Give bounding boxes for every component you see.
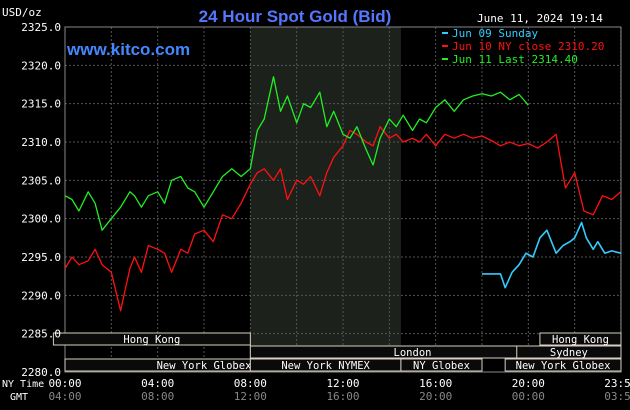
session-label: London <box>394 347 432 359</box>
x-tick-label-ny: 00:00 <box>48 377 81 390</box>
x-tick-label-ny: 04:00 <box>141 377 174 390</box>
legend-swatch <box>442 58 448 60</box>
y-tick-label: 2310.0 <box>21 136 61 149</box>
x-tick-label-ny: 16:00 <box>419 377 452 390</box>
session-label: New York Globex <box>516 360 611 372</box>
x-tick-label-ny: 20:00 <box>512 377 545 390</box>
series-layer <box>64 76 622 312</box>
session-label: Hong Kong <box>552 334 609 346</box>
legend-item: Jun 09 Sunday <box>442 27 538 40</box>
session-label: Sydney <box>550 347 588 359</box>
x-tick-label-gmt: 03:59 <box>604 390 630 403</box>
x-tick-label-gmt: 04:00 <box>48 390 81 403</box>
legend-swatch <box>442 32 448 34</box>
chart-title: 24 Hour Spot Gold (Bid) <box>199 7 392 26</box>
y-tick-label: 2280.0 <box>21 366 61 379</box>
session-bar <box>400 358 483 372</box>
series-line-2 <box>64 126 622 312</box>
session-bar <box>52 332 251 346</box>
x-tick-label-gmt: 08:00 <box>141 390 174 403</box>
legend-swatch <box>442 45 448 47</box>
y-axis-unit-label: USD/oz <box>2 6 42 19</box>
session-label: Hong Kong <box>123 334 180 346</box>
y-tick-label: 2285.0 <box>21 328 61 341</box>
x-tick-label-gmt: 16:00 <box>326 390 359 403</box>
session-label: New York Globex <box>157 360 252 372</box>
x-tick-label-ny: 23:59 <box>604 377 630 390</box>
y-tick-label: 2290.0 <box>21 289 61 302</box>
market-sessions-layer: Hong Kong London New York Globex New York N… <box>52 332 622 372</box>
legend-label: Jun 09 Sunday <box>452 27 538 40</box>
y-tick-label: 2315.0 <box>21 98 61 111</box>
axis-layer: 2280.0 2285.0 2290.0 2295.0 2300.0 2305.0 2310… <box>21 21 630 403</box>
series-line-3 <box>64 76 529 231</box>
legend-label: Jun 11 Last 2314.40 <box>452 53 578 66</box>
site-watermark: www.kitco.com <box>66 40 190 59</box>
legend-item: Jun 11 Last 2314.40 <box>442 53 578 66</box>
x-tick-label-ny: 12:00 <box>326 377 359 390</box>
x-tick-label-gmt: 12:00 <box>234 390 267 403</box>
legend-item: Jun 10 NY close 2310.20 <box>442 40 604 53</box>
y-tick-label: 2320.0 <box>21 59 61 72</box>
legend: Jun 09 Sunday Jun 10 NY close 2310.20 Ju… <box>442 27 604 66</box>
legend-label: Jun 10 NY close 2310.20 <box>452 40 604 53</box>
grid-layer <box>64 26 622 373</box>
x-tick-label-ny: 08:00 <box>234 377 267 390</box>
chart-timestamp: June 11, 2024 19:14 <box>477 12 603 25</box>
session-bar <box>504 358 622 372</box>
session-label: New York NYMEX <box>281 360 370 372</box>
plot-frame <box>64 26 622 373</box>
series-line-1 <box>482 221 621 289</box>
y-tick-label: 2295.0 <box>21 251 61 264</box>
gmt-row-label: GMT <box>10 392 28 403</box>
session-bar <box>539 332 622 346</box>
x-tick-label-gmt: 20:00 <box>419 390 452 403</box>
x-tick-label-gmt: 00:00 <box>512 390 545 403</box>
y-tick-label: 2325.0 <box>21 21 61 34</box>
y-tick-label: 2300.0 <box>21 213 61 226</box>
session-bar <box>516 345 622 359</box>
y-tick-label: 2305.0 <box>21 174 61 187</box>
session-label: NY Globex <box>413 360 470 372</box>
ny-time-row-label: NY Time <box>2 379 44 390</box>
